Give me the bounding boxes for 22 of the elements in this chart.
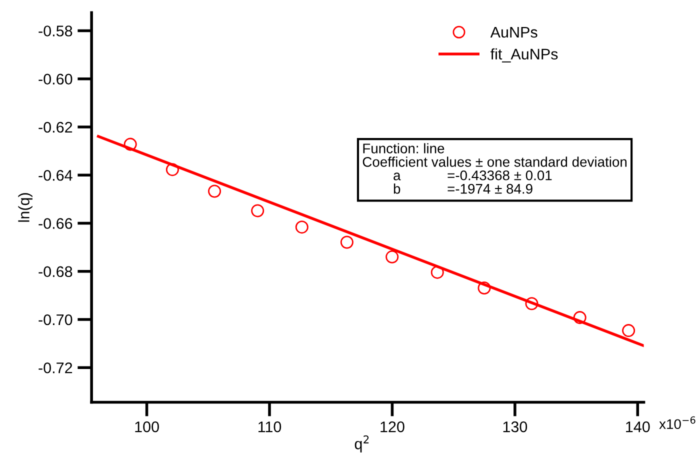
y-tick-label: -0.64: [38, 170, 72, 181]
x-tick-label: 140: [626, 421, 650, 432]
y-axis-title: ln(q): [18, 193, 32, 222]
annotation: Coefficient values ± one standard deviation: [362, 156, 627, 167]
annotation: Function: line: [363, 143, 444, 154]
y-tick-label: -0.62: [38, 122, 72, 133]
legend-label: AuNPs: [490, 26, 538, 38]
y-tick-label: -0.70: [38, 314, 72, 326]
annotation: b =-1974 ± 84.9: [394, 184, 532, 194]
text: x10$^{−6}$: [659, 416, 696, 430]
y-tick-label: -0.60: [38, 74, 72, 85]
y-tick-label: -0.66: [38, 218, 72, 229]
x-tick-label: 100: [135, 421, 159, 432]
x-tick-label: 110: [258, 421, 282, 432]
x-axis-title: q$^{2}$: [354, 435, 369, 452]
y-tick-label: -0.68: [38, 266, 72, 278]
x-tick-label: 130: [503, 421, 528, 432]
y-tick-label: -0.58: [38, 26, 72, 36]
legend-label: fit_AuNPs: [490, 48, 558, 62]
x-tick-label: 120: [380, 421, 404, 432]
y-tick-label: -0.72: [38, 362, 72, 374]
annotation: a =-0.43368 ± 0.01: [394, 170, 552, 180]
